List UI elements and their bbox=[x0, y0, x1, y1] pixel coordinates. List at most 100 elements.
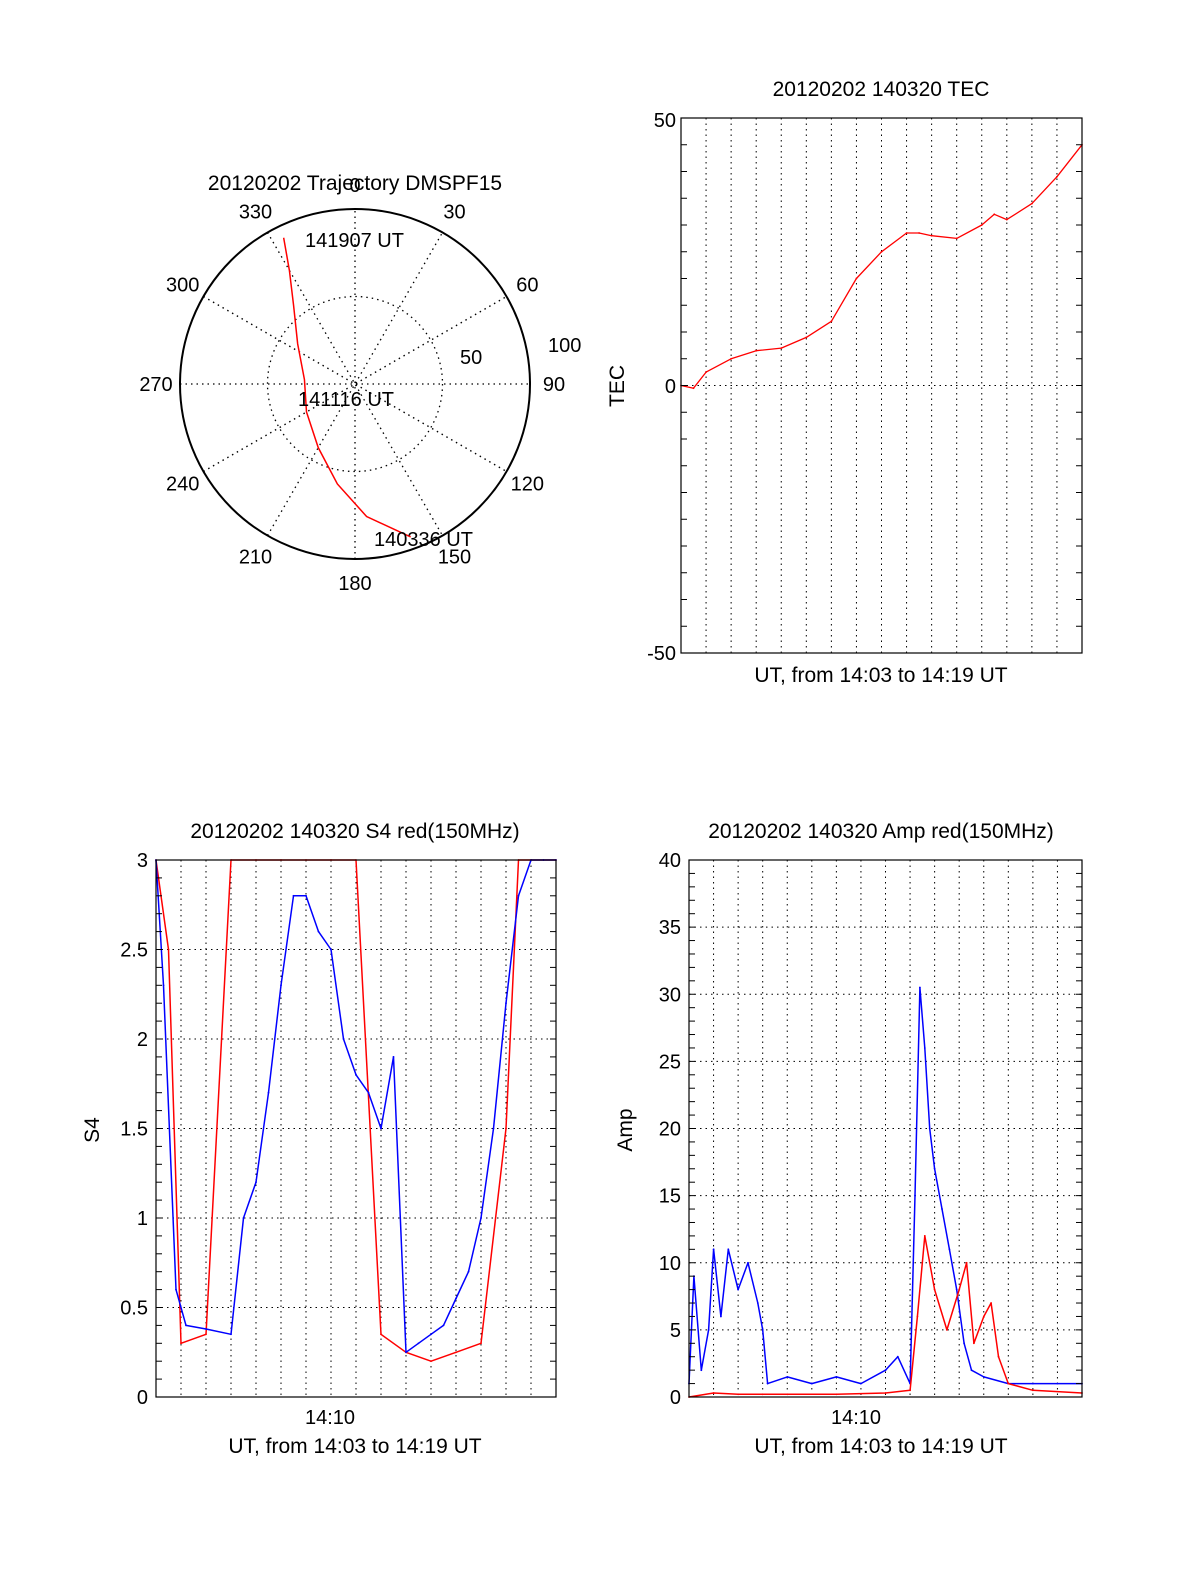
tec-point-0-4 bbox=[755, 349, 758, 352]
amp-ytick-labels: 0 5 10 15 20 25 30 35 40 bbox=[659, 850, 681, 1409]
azimuth-label-240: 240 bbox=[166, 474, 199, 496]
amp-series bbox=[688, 986, 1083, 1398]
amp-point-0-23 bbox=[933, 1167, 936, 1170]
amp-point-0-25 bbox=[948, 1248, 951, 1251]
s4-point-1-10 bbox=[292, 894, 295, 897]
s4-point-1-16 bbox=[367, 1091, 370, 1094]
azimuth-label-330: 330 bbox=[239, 202, 272, 224]
s4-point-1-15 bbox=[355, 1073, 357, 1076]
s4-ytick-label-0: 0 bbox=[137, 1387, 148, 1409]
amp-point-0-7 bbox=[737, 1288, 739, 1291]
tec-point-0-13 bbox=[955, 237, 958, 240]
tec-point-0-8 bbox=[855, 277, 858, 280]
annotation-end-time: 141907 UT bbox=[305, 230, 404, 252]
tec-point-0-15 bbox=[993, 213, 996, 216]
amp-point-0-32 bbox=[1056, 1382, 1059, 1385]
polar-spoke-30 bbox=[266, 232, 444, 536]
amp-point-0-19 bbox=[914, 1194, 916, 1197]
s4-point-1-14 bbox=[342, 1038, 345, 1040]
amp-point-0-27 bbox=[963, 1342, 965, 1345]
s4-point-0-10 bbox=[380, 1333, 382, 1336]
s4-ytick-label-6: 3 bbox=[137, 850, 148, 872]
amp-point-0-4 bbox=[712, 1248, 715, 1251]
s4-point-1-1 bbox=[162, 984, 165, 987]
amp-grid bbox=[689, 860, 1082, 1397]
s4-ytick-labels: 0 0.5 1 1.5 2 2.5 3 bbox=[120, 850, 148, 1409]
amp-point-1-4 bbox=[786, 1393, 789, 1396]
amp-point-1-9 bbox=[923, 1235, 926, 1237]
s4-point-1-6 bbox=[242, 1217, 245, 1219]
amp-ytick-label-1: 5 bbox=[670, 1320, 681, 1342]
amp-point-0-12 bbox=[786, 1376, 789, 1378]
s4-point-1-9 bbox=[280, 984, 282, 987]
tec-ytick-bottom: -50 bbox=[647, 643, 676, 665]
amp-point-0-5 bbox=[720, 1315, 722, 1318]
amp-point-0-10 bbox=[761, 1329, 764, 1331]
amp-point-1-8 bbox=[916, 1315, 919, 1318]
s4-xlabel: UT, from 14:03 to 14:19 UT bbox=[228, 1435, 481, 1458]
s4-ticks bbox=[156, 877, 556, 1380]
polar-spoke-150 bbox=[266, 232, 444, 536]
tec-panel: 20120202 140320 TEC 50 0 -50 TEC UT, fro… bbox=[606, 78, 1083, 687]
amp-point-1-2 bbox=[737, 1393, 739, 1396]
amp-point-0-13 bbox=[810, 1382, 813, 1385]
s4-point-1-5 bbox=[230, 1333, 232, 1336]
azimuth-label-90: 90 bbox=[543, 374, 565, 396]
amp-point-0-22 bbox=[928, 1127, 931, 1130]
trajectory-line-0 bbox=[282, 237, 411, 538]
amp-ytick-label-6: 30 bbox=[659, 984, 681, 1006]
tec-ytick-top: 50 bbox=[654, 110, 676, 132]
azimuth-label-120: 120 bbox=[511, 474, 544, 496]
amp-point-1-3 bbox=[761, 1393, 764, 1396]
azimuth-label-300: 300 bbox=[166, 275, 199, 297]
trajectory-series bbox=[282, 237, 411, 538]
amp-title: 20120202 140320 Amp red(150MHz) bbox=[708, 820, 1054, 843]
amp-point-1-19 bbox=[1032, 1389, 1034, 1392]
amp-ytick-label-3: 15 bbox=[659, 1186, 681, 1208]
polar-spoke-60 bbox=[203, 295, 507, 473]
s4-point-0-14 bbox=[480, 1342, 482, 1345]
amp-point-0-15 bbox=[860, 1382, 862, 1385]
radial-label-50: 50 bbox=[460, 347, 482, 369]
tec-ytick-mid: 0 bbox=[665, 376, 676, 398]
amp-ytick-label-0: 0 bbox=[670, 1387, 681, 1409]
amp-point-0-17 bbox=[896, 1355, 899, 1358]
tec-point-0-16 bbox=[1005, 218, 1008, 221]
polar-labels: 0 30 60 90 120 150 180 210 240 270 300 330 bbox=[139, 175, 565, 595]
s4-xtick-1410: 14:10 bbox=[305, 1407, 355, 1429]
amp-point-0-21 bbox=[923, 1047, 926, 1049]
polar-grid bbox=[179, 208, 531, 560]
amp-point-1-12 bbox=[958, 1288, 961, 1291]
amp-point-1-14 bbox=[973, 1342, 975, 1345]
s4-ytick-label-2: 1 bbox=[137, 1208, 148, 1230]
s4-point-1-19 bbox=[405, 1351, 407, 1354]
azimuth-label-150: 150 bbox=[438, 546, 471, 568]
tec-point-0-11 bbox=[918, 232, 920, 234]
amp-point-1-10 bbox=[933, 1288, 936, 1291]
s4-point-1-8 bbox=[267, 1091, 270, 1094]
trajectory-title: 20120202 Trajectory DMSPF15 bbox=[208, 172, 502, 195]
tec-title: 20120202 140320 TEC bbox=[773, 78, 990, 101]
amp-point-1-11 bbox=[946, 1329, 948, 1331]
radial-label-100: 100 bbox=[548, 335, 581, 357]
amp-plot-frame bbox=[688, 859, 1083, 1398]
amp-point-0-14 bbox=[835, 1376, 838, 1378]
s4-title: 20120202 140320 S4 red(150MHz) bbox=[190, 820, 519, 843]
s4-point-0-12 bbox=[430, 1360, 432, 1363]
azimuth-label-180: 180 bbox=[338, 573, 371, 595]
tec-ticks bbox=[681, 144, 1082, 627]
s4-point-1-21 bbox=[430, 1333, 432, 1336]
tec-point-0-12 bbox=[930, 234, 933, 237]
s4-panel: 20120202 140320 S4 red(150MHz) 0 0.5 1 1.5 2… bbox=[81, 820, 557, 1458]
amp-ylabel: Amp bbox=[614, 1108, 637, 1151]
trajectory-panel: 20120202 Trajectory DMSPF15 0 30 60 90 120 15… bbox=[139, 172, 581, 595]
s4-point-0-13 bbox=[455, 1351, 457, 1354]
azimuth-label-0: 0 bbox=[349, 175, 360, 197]
tec-point-0-2 bbox=[705, 371, 707, 373]
amp-point-1-15 bbox=[982, 1315, 985, 1318]
s4-ytick-label-3: 1.5 bbox=[120, 1119, 148, 1141]
s4-point-1-25 bbox=[480, 1217, 482, 1219]
amp-xlabel: UT, from 14:03 to 14:19 UT bbox=[754, 1435, 1007, 1458]
s4-ytick-label-4: 2 bbox=[137, 1029, 148, 1051]
